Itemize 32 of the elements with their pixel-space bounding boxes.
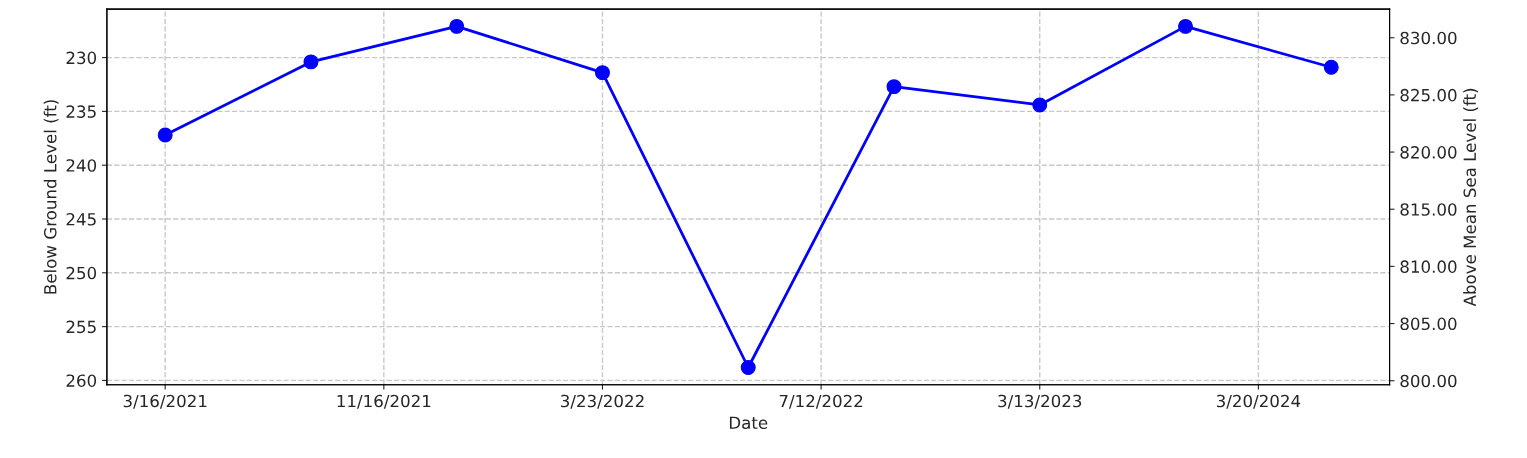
x-tick-label: 3/13/2023: [998, 394, 1082, 409]
y2-tick-label: 825.00: [1400, 88, 1457, 102]
point: [595, 65, 610, 81]
y-tick-label: 230: [66, 51, 97, 65]
point: [1178, 18, 1193, 34]
x-tick-label: 3/20/2024: [1216, 394, 1301, 409]
y2-tick-label: 820.00: [1400, 146, 1457, 159]
y-tick-label: 240: [66, 159, 97, 172]
x-tick-label: 11/16/2021: [337, 394, 431, 409]
y-tick-label: 255: [66, 320, 96, 334]
point: [886, 79, 902, 95]
y2-tick-label: 810.00: [1400, 260, 1457, 273]
x-axis-title: Date: [729, 416, 768, 430]
point: [1323, 59, 1339, 75]
point: [303, 54, 319, 70]
y-axis-title: Below Ground Level (ft): [43, 100, 59, 294]
y-tick-label: 250: [66, 266, 97, 280]
point: [157, 127, 173, 143]
y-tick-label: 260: [66, 374, 97, 387]
x-tick-label: 3/16/2021: [123, 394, 207, 409]
y2-tick-label: 830.00: [1400, 31, 1457, 45]
x-tick-label: 3/23/2022: [561, 394, 644, 409]
y2-tick-label: 800.00: [1400, 374, 1457, 388]
y2-tick-label: 805.00: [1400, 317, 1457, 331]
point: [1032, 97, 1048, 113]
point: [740, 360, 756, 375]
point: [449, 18, 465, 34]
x-tick-label: 7/12/2022: [779, 394, 863, 409]
y-tick-label: 235: [66, 105, 96, 118]
y2-tick-label: 815.00: [1400, 203, 1457, 216]
y2-axis-title: Above Mean Sea Level (ft): [1463, 88, 1479, 307]
y-tick-label: 245: [66, 212, 96, 226]
